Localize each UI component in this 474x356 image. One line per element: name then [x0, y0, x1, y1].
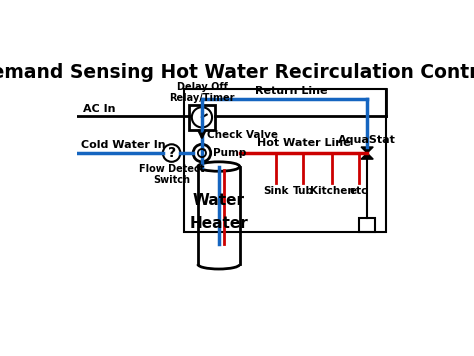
Text: Demand Sensing Hot Water Recirculation Control: Demand Sensing Hot Water Recirculation C…	[0, 63, 474, 82]
Text: AC In: AC In	[82, 104, 115, 114]
Text: Pump: Pump	[213, 148, 246, 158]
Text: Water
Heater: Water Heater	[190, 193, 248, 231]
Polygon shape	[361, 153, 373, 159]
Text: Sink: Sink	[264, 186, 289, 196]
Polygon shape	[361, 147, 373, 153]
Text: etc: etc	[350, 186, 368, 196]
Text: AquaStat: AquaStat	[338, 135, 396, 145]
Text: Cold Water In: Cold Water In	[81, 140, 165, 150]
FancyBboxPatch shape	[189, 105, 215, 130]
Text: ?: ?	[167, 146, 176, 160]
Text: Tub: Tub	[292, 186, 314, 196]
Text: Kitchen: Kitchen	[310, 186, 355, 196]
Text: Hot Water Line: Hot Water Line	[257, 138, 351, 148]
Text: Return Line: Return Line	[255, 86, 328, 96]
Text: Delay Off
Relay/Timer: Delay Off Relay/Timer	[169, 82, 235, 103]
Circle shape	[193, 144, 211, 162]
Ellipse shape	[198, 162, 240, 171]
Circle shape	[163, 144, 181, 162]
Text: Flow Detect
Switch: Flow Detect Switch	[139, 164, 204, 185]
Text: Check Valve: Check Valve	[207, 130, 278, 140]
